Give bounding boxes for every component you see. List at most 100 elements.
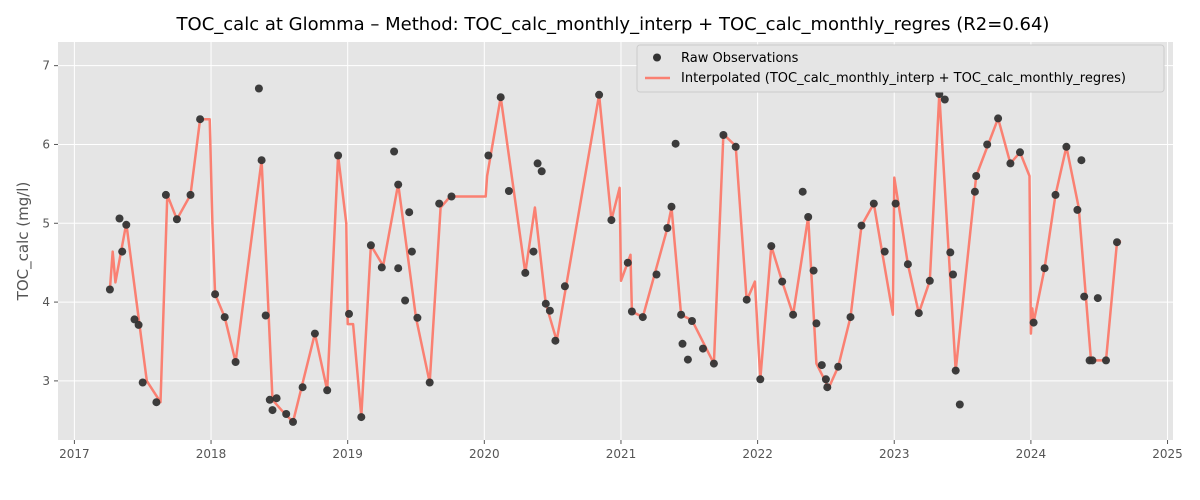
raw-observation-point: [742, 295, 751, 304]
raw-observation-point: [265, 395, 274, 404]
raw-observation-point: [560, 282, 569, 291]
raw-observation-point: [138, 378, 147, 387]
raw-observation-point: [638, 313, 647, 322]
raw-observation-point: [983, 140, 992, 149]
raw-observation-point: [298, 383, 307, 392]
raw-observation-point: [1051, 190, 1060, 199]
raw-observation-point: [731, 142, 740, 151]
raw-observation-point: [401, 296, 410, 305]
legend-marker-raw: [653, 53, 661, 62]
x-tick-label: 2023: [879, 447, 910, 461]
raw-observation-point: [521, 268, 530, 277]
raw-observation-point: [211, 290, 220, 299]
raw-observation-point: [756, 375, 765, 384]
raw-observation-point: [541, 299, 550, 308]
raw-observation-point: [809, 266, 818, 275]
raw-observation-point: [623, 258, 632, 267]
raw-observation-point: [834, 362, 843, 371]
raw-observation-point: [949, 270, 957, 279]
raw-observation-point: [551, 336, 560, 345]
raw-observation-point: [1093, 294, 1102, 303]
raw-observation-point: [880, 247, 889, 256]
raw-observation-point: [366, 241, 375, 250]
plot-area: [58, 42, 1173, 440]
raw-observation-point: [357, 413, 366, 422]
raw-observation-point: [699, 344, 707, 353]
raw-observation-point: [231, 358, 240, 366]
raw-observation-point: [1102, 356, 1110, 365]
x-tick-label: 2020: [469, 447, 500, 461]
raw-observation-point: [105, 285, 114, 294]
raw-observation-point: [529, 247, 538, 256]
raw-observation-point: [134, 320, 143, 329]
raw-observation-point: [425, 378, 434, 387]
raw-observation-point: [970, 187, 979, 196]
raw-observation-point: [857, 221, 866, 230]
raw-observation-point: [310, 329, 319, 338]
raw-observation-point: [186, 190, 195, 199]
legend-label-interp: Interpolated (TOC_calc_monthly_interp + …: [681, 71, 1126, 86]
raw-observation-point: [709, 359, 718, 368]
raw-observation-point: [394, 180, 403, 189]
raw-observation-point: [405, 208, 414, 217]
raw-observation-point: [812, 319, 821, 328]
raw-observation-point: [1080, 292, 1089, 301]
raw-observation-point: [504, 187, 513, 195]
raw-observation-point: [925, 276, 934, 285]
raw-observation-point: [677, 310, 686, 319]
raw-observation-point: [122, 220, 131, 229]
raw-observation-point: [891, 199, 900, 208]
raw-observation-point: [537, 167, 546, 176]
raw-observation-point: [955, 400, 964, 409]
raw-observation-point: [1073, 205, 1082, 214]
raw-observation-point: [994, 114, 1003, 123]
legend-box: [636, 44, 1165, 93]
x-axis: 2017 2018 2019 2020 2021 2022 2023 2024 2025: [59, 440, 1183, 461]
raw-observation-point: [496, 93, 505, 102]
y-tick-label: 5: [42, 216, 50, 230]
raw-observation-point: [869, 199, 878, 208]
raw-observation-point: [377, 263, 386, 272]
raw-observation-point: [789, 310, 798, 319]
raw-observation-point: [115, 214, 124, 223]
raw-observation-point: [261, 311, 270, 320]
raw-observation-point: [667, 202, 676, 211]
raw-observation-point: [846, 313, 855, 322]
raw-observation-point: [798, 187, 807, 196]
raw-observation-point: [161, 190, 170, 199]
raw-observation-point: [334, 151, 343, 160]
raw-observation-point: [257, 156, 266, 165]
raw-observation-point: [767, 242, 776, 251]
raw-observation-point: [652, 270, 661, 279]
raw-observation-point: [1016, 148, 1024, 157]
raw-observation-point: [1040, 264, 1049, 273]
raw-observation-point: [821, 375, 830, 384]
raw-observation-point: [254, 84, 263, 93]
raw-observation-point: [940, 95, 949, 104]
raw-observation-point: [413, 313, 422, 322]
raw-observation-point: [390, 147, 399, 156]
raw-observation-point: [152, 398, 161, 407]
raw-observation-point: [627, 307, 636, 316]
raw-observation-point: [407, 247, 416, 256]
raw-observation-point: [663, 224, 672, 232]
x-tick-label: 2019: [332, 447, 363, 461]
x-tick-label: 2018: [196, 447, 227, 461]
raw-observation-point: [447, 192, 456, 201]
raw-observation-point: [435, 199, 444, 208]
chart-title: TOC_calc at Glomma – Method: TOC_calc_mo…: [176, 14, 1050, 35]
x-tick-label: 2025: [1152, 447, 1183, 461]
raw-observation-point: [1113, 238, 1121, 247]
y-axis: 3 4 5 6 7: [42, 59, 58, 388]
raw-observation-point: [545, 306, 554, 315]
x-tick-label: 2022: [742, 447, 773, 461]
raw-observation-point: [289, 417, 297, 426]
raw-observation-point: [678, 339, 687, 348]
raw-observation-point: [282, 410, 291, 418]
raw-observation-point: [972, 172, 981, 180]
y-tick-label: 4: [42, 295, 50, 309]
raw-observations-series: [105, 60, 1121, 426]
y-tick-label: 7: [42, 59, 50, 73]
raw-observation-point: [394, 264, 403, 273]
